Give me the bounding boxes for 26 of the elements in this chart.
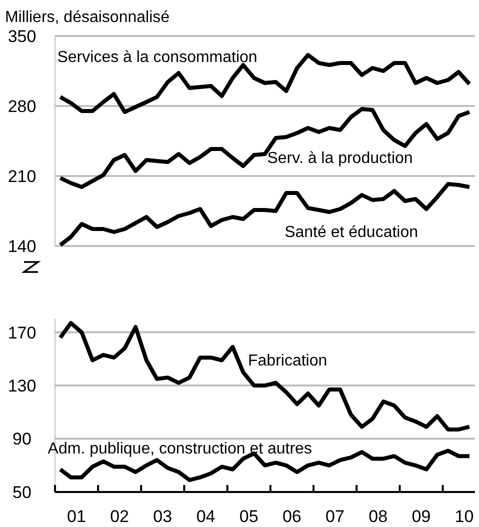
x-tick-label: 08 <box>368 507 388 526</box>
x-tick-label: 06 <box>282 507 302 526</box>
line-series <box>58 107 472 189</box>
line-series <box>58 182 472 247</box>
chart-subtitle: Milliers, désaisonnalisé <box>5 9 170 26</box>
y-tick-label: 280 <box>8 96 36 116</box>
line-series <box>58 320 472 432</box>
series-label: Services à la consommation <box>57 49 258 66</box>
x-tick-label: 05 <box>239 507 258 526</box>
y-tick-label: 210 <box>8 166 36 186</box>
x-tick-label: 04 <box>196 507 216 526</box>
x-tick-label: 02 <box>110 507 129 526</box>
x-tick-label: 07 <box>326 507 344 526</box>
y-tick-label: 50 <box>12 482 32 502</box>
x-tick-label: 01 <box>67 507 86 526</box>
y-tick-label: 170 <box>8 323 36 342</box>
series-label: Serv. à la production <box>267 150 413 167</box>
x-tick-label: 03 <box>153 507 172 526</box>
series-label: Santé et éducation <box>284 224 418 241</box>
y-tick-label: 130 <box>8 376 36 396</box>
x-tick-label: 09 <box>412 507 431 526</box>
y-tick-label: 350 <box>8 26 36 46</box>
x-tick-label: 10 <box>454 507 474 526</box>
y-tick-label: 140 <box>8 236 36 256</box>
y-tick-label: 90 <box>12 430 32 449</box>
series-label: Fabrication <box>248 352 328 370</box>
